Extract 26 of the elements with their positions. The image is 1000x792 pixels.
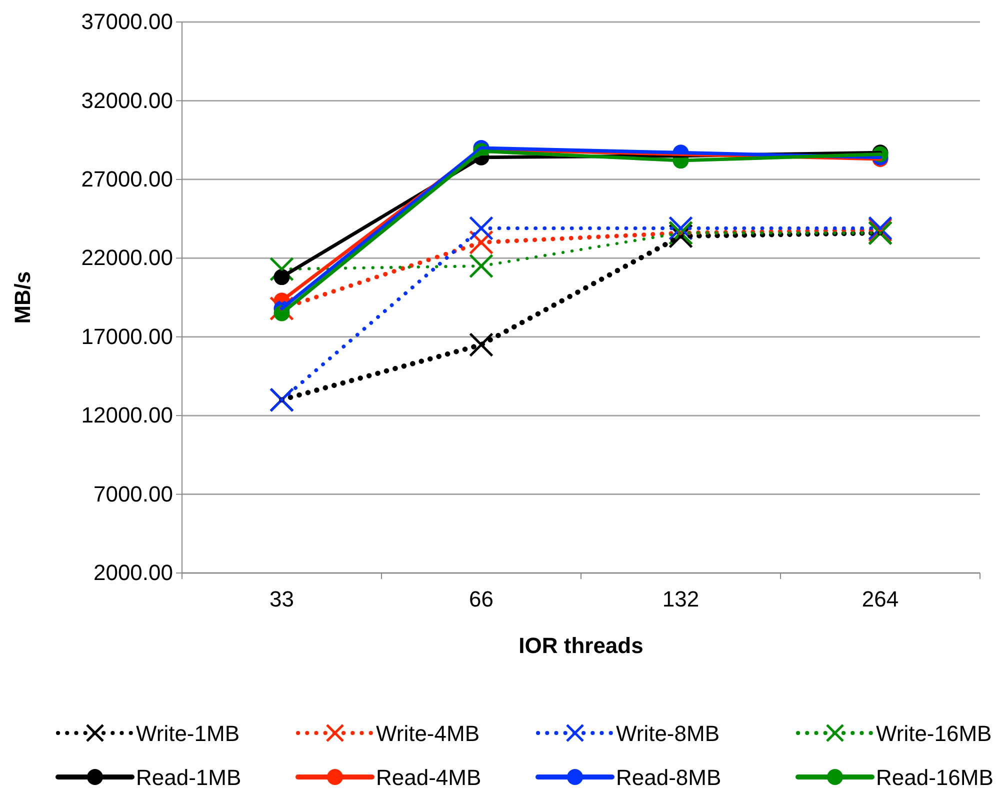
legend-label: Write-1MB	[136, 721, 240, 746]
y-tick-label: 27000.00	[81, 166, 173, 192]
legend-label: Read-1MB	[136, 765, 242, 790]
y-tick-label: 12000.00	[81, 402, 173, 428]
y-tick-label: 22000.00	[81, 245, 173, 270]
point	[469, 216, 494, 240]
legend-label: Read-8MB	[616, 765, 722, 790]
legend-label: Write-8MB	[616, 721, 720, 746]
point	[469, 230, 494, 255]
y-tick-label: 37000.00	[81, 9, 173, 34]
y-tick-label: 32000.00	[81, 88, 173, 113]
legend-label: Read-4MB	[376, 765, 482, 790]
legend-label: Read-16MB	[876, 765, 994, 790]
x-tick-label: 264	[862, 586, 899, 612]
y-tick-label: 7000.00	[93, 481, 173, 506]
point	[469, 332, 494, 357]
point	[469, 254, 494, 278]
x-tick-label: 66	[469, 586, 494, 612]
y-tick-label: 2000.00	[93, 560, 173, 586]
y-tick-label: 17000.00	[81, 324, 173, 349]
legend-label: Write-4MB	[376, 721, 480, 746]
legend-label: Write-16MB	[876, 721, 992, 746]
x-tick-label: 132	[662, 586, 700, 612]
y-axis-title: MB/s	[10, 271, 35, 324]
x-axis-title: IOR threads	[518, 633, 644, 658]
x-tick-label: 33	[270, 586, 294, 612]
